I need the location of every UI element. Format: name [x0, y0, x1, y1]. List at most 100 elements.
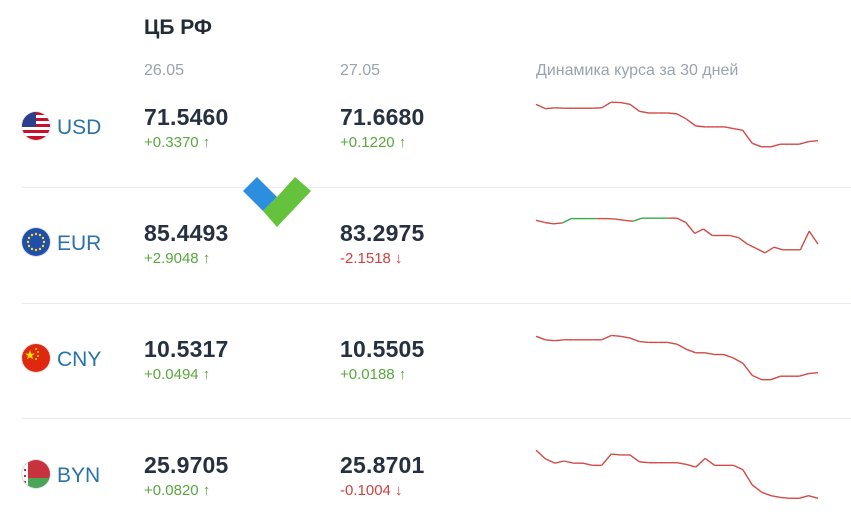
change-day2: -2.1518 ↓ [340, 250, 403, 267]
rate-day2: 10.5505 [340, 336, 425, 362]
change-day1: +0.0494 ↑ [144, 366, 211, 383]
sparkline-segment [601, 334, 612, 341]
us-flag-icon [22, 112, 50, 140]
trend-sparkline [535, 449, 819, 499]
sparkline-segment [751, 484, 763, 493]
rate-day1: 71.5460 [144, 104, 229, 130]
currency-row-byn[interactable]: BYN 25.9705 +0.0820 ↑ 25.8701 -0.1004 ↓ [0, 420, 851, 524]
sparkline-segment [770, 375, 781, 381]
sparkline-segment [780, 496, 790, 499]
sparkline-segment [620, 101, 631, 106]
sparkline-segment [704, 457, 716, 466]
sparkline-segment [799, 494, 809, 499]
sparkline-segment [629, 454, 640, 463]
sparkline-segment [733, 127, 743, 132]
sparkline-segment [733, 357, 744, 364]
checkmark-logo-icon [243, 177, 311, 227]
sparkline-segment [685, 222, 696, 234]
sparkline-segment [742, 362, 753, 376]
sparkline-segment [620, 335, 631, 339]
currency-code: EUR [57, 232, 102, 255]
sparkline-segment [799, 372, 809, 377]
sparkline-segment [676, 343, 687, 350]
date-column-1: 26.05 [144, 62, 185, 79]
sparkline-segment [615, 218, 625, 222]
sparkline-segment [733, 464, 744, 471]
sparkline-segment [764, 246, 775, 254]
sparkline-segment [611, 453, 621, 456]
change-day2: +0.0188 ↑ [340, 366, 407, 383]
sparkline-segment [695, 125, 706, 128]
sparkline-segment [686, 348, 697, 354]
sparkline-segment [770, 494, 781, 499]
trend-sparkline [535, 101, 819, 148]
sparkline-segment [761, 491, 772, 497]
sparkline-segment [639, 110, 649, 114]
sparkline-segment [601, 453, 612, 466]
cn-flag-icon [22, 344, 50, 372]
sparkline-segment [751, 374, 762, 381]
sparkline-segment [799, 230, 810, 251]
sparkline-segment [535, 449, 546, 460]
sparkline-segment [729, 234, 739, 239]
currency-row-usd[interactable]: USD 71.5460 +0.3370 ↑ 71.6680 +0.1220 ↑ [0, 72, 851, 188]
sparkline-segment [676, 462, 687, 466]
sparkline-segment [611, 334, 621, 338]
eu-flag-icon [22, 228, 50, 256]
sparkline-segment [773, 246, 783, 251]
sparkline-segment [667, 112, 678, 115]
rate-day2: 83.2975 [340, 220, 425, 246]
sparkline-segment [554, 460, 565, 464]
sparkline-segment [747, 243, 757, 250]
sparkline-segment [582, 462, 593, 467]
sparkline-segment [667, 341, 678, 345]
sparkline-segment [686, 463, 696, 468]
currency-row-cny[interactable]: CNY 10.5317 +0.0494 ↑ 10.5505 +0.0188 ↑ [0, 304, 851, 420]
currency-code: BYN [57, 464, 101, 487]
by-flag-icon [22, 460, 50, 488]
sparkline-segment [624, 219, 634, 222]
sparkline-segment [808, 372, 819, 375]
sparkline-segment [564, 460, 574, 464]
change-day1: +0.0820 ↑ [144, 482, 211, 499]
currency-code: CNY [57, 348, 102, 371]
sparkline-segment [723, 353, 734, 359]
sparkline-segment [799, 140, 809, 145]
sparkline-segment [808, 230, 819, 245]
trend-sparkline [535, 217, 819, 254]
sparkline-segment [738, 237, 748, 245]
sparkline-segment [705, 352, 715, 356]
rate-day1: 85.4493 [144, 220, 229, 246]
sparkline-segment [629, 103, 640, 112]
rate-day2: 71.6680 [340, 104, 425, 130]
rate-day2: 25.8701 [340, 452, 425, 478]
sparkline-segment [808, 494, 819, 499]
change-day2: -0.1004 ↓ [340, 482, 403, 499]
row-divider [22, 418, 851, 419]
sparkline-segment [723, 126, 734, 130]
sparkline-segment [601, 101, 612, 109]
sparkline-segment [629, 337, 640, 343]
date-column-2: 27.05 [340, 62, 381, 79]
sparkline-segment [695, 457, 706, 468]
sparkline-segment [676, 217, 687, 224]
sparkline-segment [545, 107, 555, 110]
change-day1: +0.3370 ↑ [144, 134, 211, 151]
sparkline-segment [676, 113, 687, 120]
sparkline-segment [535, 335, 546, 341]
sparkline-segment [553, 222, 563, 225]
sparkline-segment [554, 339, 565, 342]
sparkline-segment [639, 461, 649, 464]
sparkline-segment [685, 118, 697, 127]
rate-day1: 10.5317 [144, 336, 229, 362]
sparkline-segment [632, 217, 642, 222]
sparkline-segment [756, 247, 766, 254]
sparkline-segment [545, 458, 556, 464]
sparkline-segment [535, 219, 545, 224]
sparkline-segment [751, 142, 762, 148]
currency-row-eur[interactable]: EUR 85.4493 +2.9048 ↑ 83.2975 -2.1518 ↓ [0, 188, 851, 304]
change-day1: +2.9048 ↑ [144, 250, 211, 267]
sparkline-segment [808, 140, 819, 143]
sparkline-segment [535, 103, 546, 110]
sparkline-segment [703, 228, 713, 237]
